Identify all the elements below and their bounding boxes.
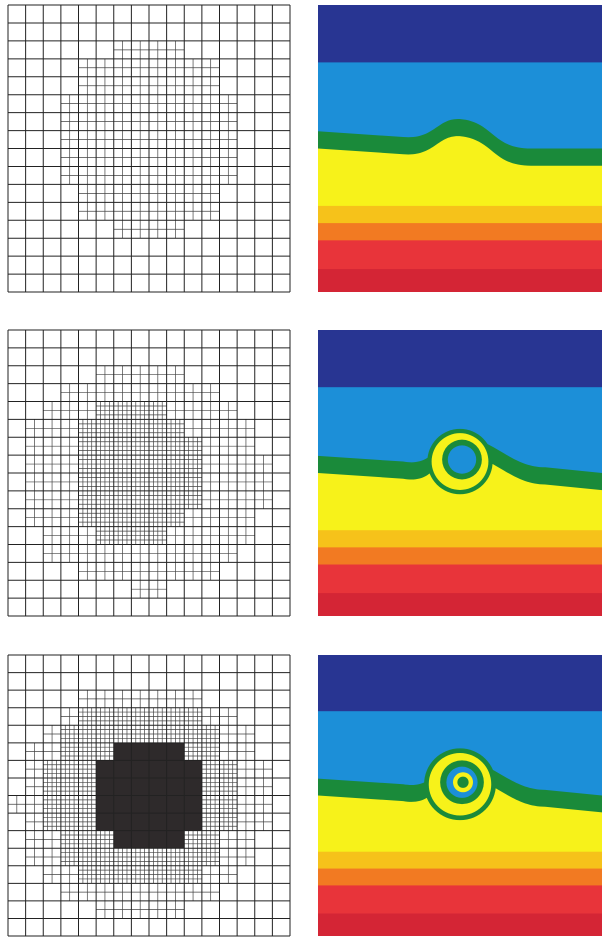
dark-cell (96, 760, 114, 778)
dark-cell (96, 778, 114, 796)
dark-cell (96, 796, 114, 814)
dark-cell (149, 778, 167, 796)
dark-cell (184, 760, 202, 778)
mesh-panel (8, 5, 290, 292)
dark-cell (184, 778, 202, 796)
dark-cell (167, 796, 185, 814)
dark-cell (131, 778, 149, 796)
dark-cell (184, 796, 202, 814)
dark-cell (96, 813, 114, 831)
dark-cell (131, 743, 149, 761)
field-panel (318, 330, 602, 616)
dark-cell (167, 760, 185, 778)
dark-cell (149, 831, 167, 849)
dark-cell (131, 831, 149, 849)
mesh-panel (8, 655, 290, 936)
dark-cell (131, 796, 149, 814)
dark-cell (149, 796, 167, 814)
page-body: (() => { const data = JSON.parse(documen… (0, 0, 602, 939)
figure (0, 0, 602, 939)
dark-cell (184, 813, 202, 831)
band-dark-red (318, 269, 602, 292)
field-panel (318, 5, 602, 292)
dark-cell (114, 831, 132, 849)
dark-cell (131, 813, 149, 831)
band-dark-red (318, 593, 602, 616)
field-panel (318, 655, 602, 936)
dark-cell (114, 743, 132, 761)
dark-cell (114, 778, 132, 796)
dark-cell (114, 796, 132, 814)
page: {} html, body { margin: 0; padding: 0; b… (0, 0, 602, 939)
dark-cell (114, 813, 132, 831)
dark-cell (149, 813, 167, 831)
dark-cell (114, 760, 132, 778)
dark-cell (167, 743, 185, 761)
dark-cell (149, 743, 167, 761)
dark-cell (167, 831, 185, 849)
dark-cell (149, 760, 167, 778)
spiral-blue (448, 445, 476, 473)
spiral-core (457, 777, 468, 788)
band-dark-red (318, 914, 602, 936)
mesh-panel (8, 330, 290, 616)
dark-cell (131, 760, 149, 778)
dark-cell (167, 778, 185, 796)
dark-cell (167, 813, 185, 831)
